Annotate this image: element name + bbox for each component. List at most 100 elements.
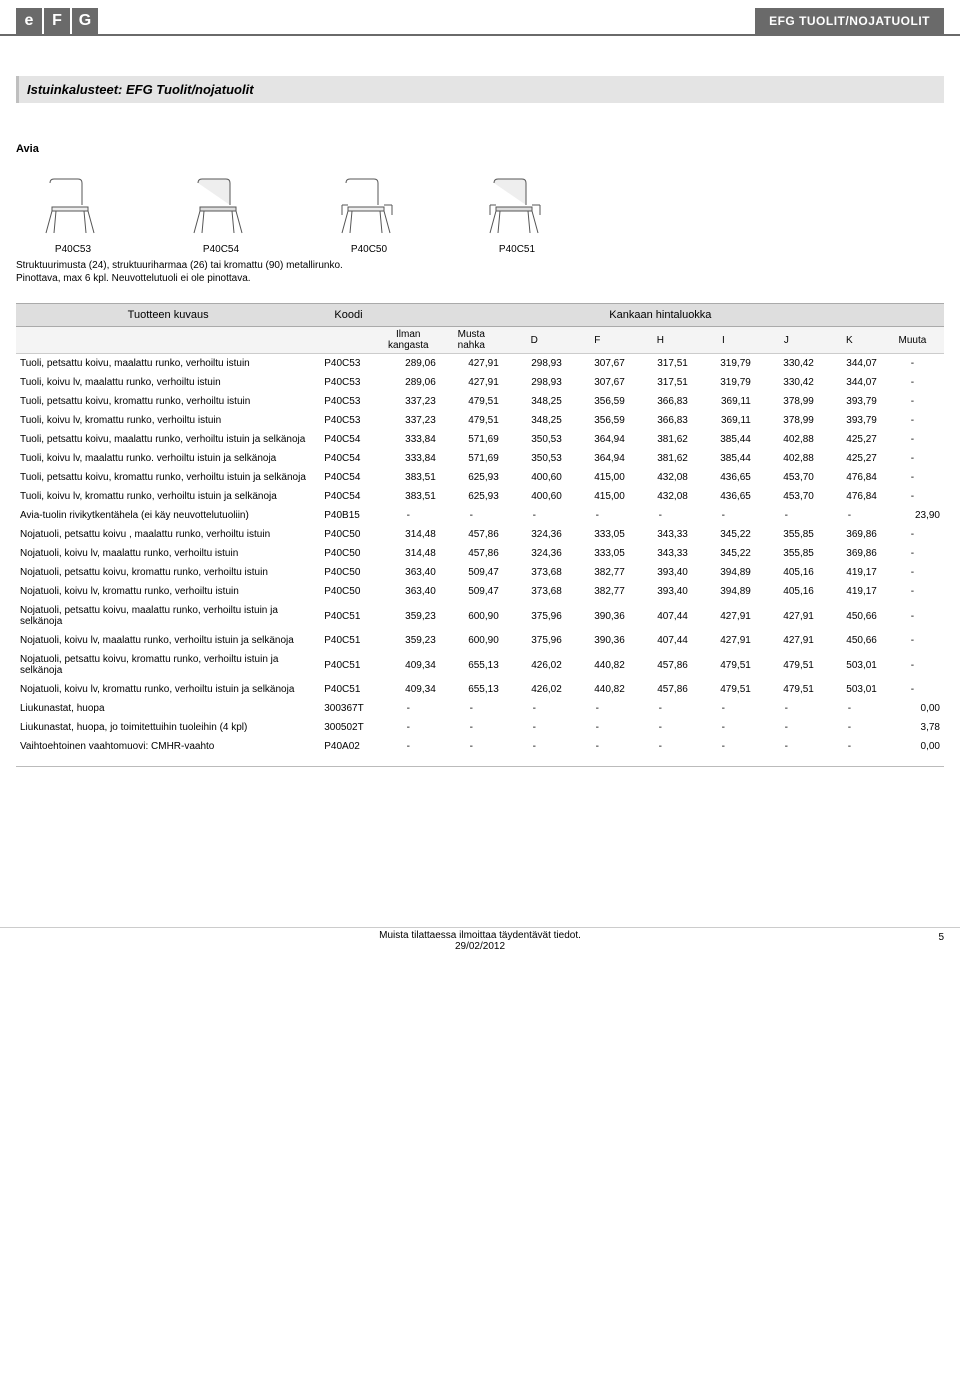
- cell-desc: Nojatuoli, petsattu koivu, kromattu runk…: [16, 563, 320, 582]
- cell-code: P40C54: [320, 449, 377, 468]
- cell-desc: Nojatuoli, petsattu koivu, maalattu runk…: [16, 601, 320, 631]
- cell-code: 300502T: [320, 718, 377, 737]
- cell-value: 390,36: [566, 601, 629, 631]
- cell-value: 393,40: [629, 563, 692, 582]
- cell-value: 366,83: [629, 411, 692, 430]
- cell-value: 405,16: [755, 563, 818, 582]
- table-row: Nojatuoli, petsattu koivu, kromattu runk…: [16, 650, 944, 680]
- th-sub: Ilman kangasta: [377, 327, 440, 354]
- cell-value: 450,66: [818, 601, 881, 631]
- cell-value: 289,06: [377, 354, 440, 374]
- cell-value: 426,02: [503, 680, 566, 699]
- cell-value: -: [440, 699, 503, 718]
- cell-value: 330,42: [755, 373, 818, 392]
- cell-value: 369,86: [818, 525, 881, 544]
- footer-date: 29/02/2012: [0, 941, 960, 952]
- cell-code: P40C51: [320, 601, 377, 631]
- cell-value: 625,93: [440, 487, 503, 506]
- cell-value: 394,89: [692, 582, 755, 601]
- cell-desc: Liukunastat, huopa: [16, 699, 320, 718]
- cell-value: 333,84: [377, 449, 440, 468]
- cell-code: P40C53: [320, 373, 377, 392]
- cell-value: 479,51: [755, 650, 818, 680]
- chair-code: P40C51: [478, 244, 556, 255]
- cell-value: 307,67: [566, 373, 629, 392]
- cell-value: 600,90: [440, 631, 503, 650]
- cell-value: -: [566, 506, 629, 525]
- cell-value: 436,65: [692, 487, 755, 506]
- cell-value: 425,27: [818, 449, 881, 468]
- cell-value: 479,51: [440, 392, 503, 411]
- cell-value: 355,85: [755, 544, 818, 563]
- cell-value: 382,77: [566, 563, 629, 582]
- cell-value: 415,00: [566, 468, 629, 487]
- cell-value: 319,79: [692, 373, 755, 392]
- th-pricegroup: Kankaan hintaluokka: [377, 304, 944, 327]
- cell-value: 359,23: [377, 631, 440, 650]
- chair-thumb: P40C50: [330, 175, 408, 255]
- cell-value: 457,86: [629, 680, 692, 699]
- cell-value: 381,62: [629, 449, 692, 468]
- cell-value: -: [881, 411, 944, 430]
- cell-value: 390,36: [566, 631, 629, 650]
- cell-value: -: [881, 680, 944, 699]
- cell-value: -: [755, 718, 818, 737]
- cell-value: 369,11: [692, 411, 755, 430]
- chair-thumb: P40C53: [34, 175, 112, 255]
- cell-value: 319,79: [692, 354, 755, 374]
- cell-desc: Nojatuoli, petsattu koivu, kromattu runk…: [16, 650, 320, 680]
- cell-code: 300367T: [320, 699, 377, 718]
- cell-value: 409,34: [377, 650, 440, 680]
- cell-value: -: [818, 737, 881, 756]
- cell-value: 405,16: [755, 582, 818, 601]
- cell-value: -: [377, 699, 440, 718]
- cell-desc: Tuoli, petsattu koivu, maalattu runko, v…: [16, 354, 320, 374]
- table-row: Nojatuoli, petsattu koivu, maalattu runk…: [16, 601, 944, 631]
- cell-desc: Liukunastat, huopa, jo toimitettuihin tu…: [16, 718, 320, 737]
- cell-value: 393,79: [818, 411, 881, 430]
- table-row: Liukunastat, huopa300367T--------0,00: [16, 699, 944, 718]
- chair-icon: [182, 175, 260, 239]
- cell-value: 407,44: [629, 601, 692, 631]
- th-sub: I: [692, 327, 755, 354]
- cell-value: 503,01: [818, 650, 881, 680]
- product-notes: Struktuurimusta (24), struktuuriharmaa (…: [16, 259, 944, 285]
- table-row: Tuoli, petsattu koivu, kromattu runko, v…: [16, 392, 944, 411]
- cell-value: -: [881, 631, 944, 650]
- th-sub: H: [629, 327, 692, 354]
- cell-value: -: [503, 737, 566, 756]
- cell-value: 479,51: [692, 680, 755, 699]
- logo-letter: e: [16, 8, 42, 34]
- cell-value: 333,05: [566, 525, 629, 544]
- cell-value: -: [629, 699, 692, 718]
- cell-value: 440,82: [566, 650, 629, 680]
- cell-value: 363,40: [377, 563, 440, 582]
- cell-value: 385,44: [692, 449, 755, 468]
- cell-value: 409,34: [377, 680, 440, 699]
- cell-value: 289,06: [377, 373, 440, 392]
- cell-value: -: [881, 468, 944, 487]
- table-row: Tuoli, petsattu koivu, maalattu runko, v…: [16, 430, 944, 449]
- footer-note: Muista tilattaessa ilmoittaa täydentävät…: [0, 930, 960, 941]
- th-desc: Tuotteen kuvaus: [16, 304, 320, 327]
- cell-desc: Nojatuoli, koivu lv, maalattu runko, ver…: [16, 631, 320, 650]
- th-sub: F: [566, 327, 629, 354]
- cell-value: -: [755, 699, 818, 718]
- chair-icon: [34, 175, 112, 239]
- cell-code: P40C54: [320, 468, 377, 487]
- cell-code: P40B15: [320, 506, 377, 525]
- table-row: Nojatuoli, koivu lv, maalattu runko, ver…: [16, 631, 944, 650]
- cell-value: 450,66: [818, 631, 881, 650]
- cell-value: 427,91: [755, 601, 818, 631]
- cell-value: 394,89: [692, 563, 755, 582]
- cell-value: 333,84: [377, 430, 440, 449]
- cell-value: -: [881, 544, 944, 563]
- cell-value: 363,40: [377, 582, 440, 601]
- category-label: EFG TUOLIT/NOJATUOLIT: [755, 8, 944, 34]
- table-row: Nojatuoli, koivu lv, maalattu runko, ver…: [16, 544, 944, 563]
- cell-desc: Tuoli, koivu lv, maalattu runko. verhoil…: [16, 449, 320, 468]
- cell-value: -: [377, 737, 440, 756]
- cell-value: 298,93: [503, 373, 566, 392]
- cell-value: 373,68: [503, 563, 566, 582]
- cell-value: 298,93: [503, 354, 566, 374]
